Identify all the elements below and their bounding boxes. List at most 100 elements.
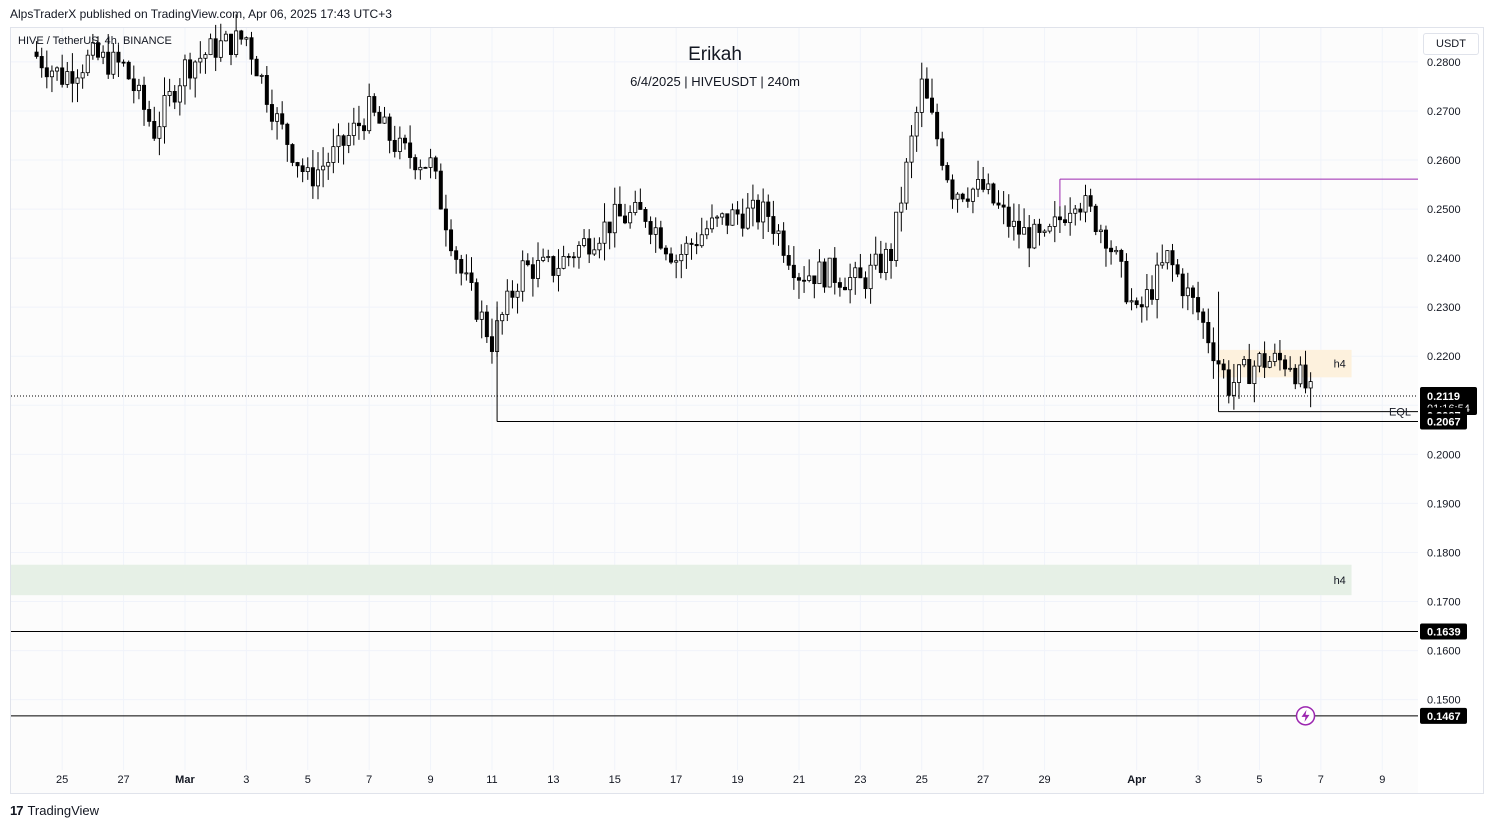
candle-body <box>689 242 694 245</box>
candle-body <box>551 256 556 276</box>
candle-body <box>85 54 90 74</box>
y-tick-label: 0.2400 <box>1427 253 1461 265</box>
candle-body <box>34 51 39 57</box>
candle-body <box>229 33 234 55</box>
last-price-label: 0.2119 <box>1427 391 1460 403</box>
y-tick-label: 0.2800 <box>1427 57 1461 69</box>
candle-body <box>249 37 254 60</box>
candle-body <box>1109 247 1114 253</box>
candle-body <box>1201 311 1206 323</box>
candle-body <box>1016 220 1021 235</box>
candle-body <box>484 311 489 338</box>
level-price-badge <box>1420 623 1467 640</box>
candle-body <box>561 255 566 269</box>
candle-body <box>602 221 607 244</box>
candle-body <box>1114 249 1119 253</box>
candle-body <box>1134 300 1139 306</box>
candle-body <box>791 264 796 279</box>
candle-body <box>423 166 428 169</box>
candle-body <box>1277 352 1282 361</box>
candle-body <box>1211 342 1216 362</box>
candle-body <box>101 51 106 58</box>
candle-body <box>275 113 280 122</box>
y-tick-label: 0.1600 <box>1427 646 1461 658</box>
candle-body <box>454 250 459 260</box>
candle-body <box>1283 359 1288 370</box>
candle-body <box>781 230 786 256</box>
candle-body <box>709 217 714 230</box>
candle-body <box>648 221 653 235</box>
candle-body <box>310 167 315 187</box>
chart-frame <box>10 27 1484 794</box>
chart-title: Erikah <box>688 44 742 65</box>
zone-label: h4 <box>1334 575 1346 587</box>
candle-body <box>766 201 771 217</box>
candle-body <box>679 253 684 262</box>
candle-body <box>1221 363 1226 371</box>
candle-body <box>945 165 950 181</box>
candle-body <box>1185 287 1190 297</box>
x-tick-label: 5 <box>305 774 311 786</box>
candle-body <box>449 229 454 252</box>
candle-body <box>336 135 341 148</box>
y-tick-label: 0.2700 <box>1427 106 1461 118</box>
candle-body <box>182 59 187 87</box>
x-tick-label: 7 <box>366 774 372 786</box>
candle-body <box>402 137 407 144</box>
y-tick-label: 0.1700 <box>1427 597 1461 609</box>
candle-body <box>1057 216 1062 221</box>
candle-body <box>167 91 172 96</box>
candle-body <box>489 336 494 352</box>
candle-body <box>878 253 883 273</box>
candle-body <box>193 61 198 79</box>
candle-body <box>1170 250 1175 266</box>
candle-body <box>556 267 561 276</box>
candle-body <box>899 202 904 213</box>
candle-body <box>392 139 397 152</box>
candle-body <box>991 183 996 204</box>
level-price-badge <box>1420 707 1467 724</box>
candle-body <box>669 253 674 263</box>
candle-body <box>796 277 801 281</box>
x-tick-label: 17 <box>670 774 682 786</box>
candle-body <box>142 84 147 110</box>
candle-body <box>443 208 448 231</box>
candle-body <box>1083 195 1088 213</box>
candle-body <box>218 40 223 58</box>
candle-body <box>49 70 54 78</box>
candle-body <box>930 97 935 113</box>
y-tick-label: 0.1500 <box>1427 695 1461 707</box>
candle-body <box>44 67 49 78</box>
candle-body <box>970 188 975 202</box>
y-tick-label: 0.1900 <box>1427 498 1461 510</box>
x-tick-label: 29 <box>1038 774 1050 786</box>
candle-body <box>623 215 628 224</box>
candle-body <box>756 199 761 223</box>
candle-body <box>894 211 899 261</box>
tradingview-footer[interactable]: 17 TradingView <box>10 803 99 818</box>
candle-body <box>55 67 60 72</box>
level-price-label: 0.1639 <box>1427 626 1461 638</box>
candle-body <box>1262 353 1267 368</box>
candle-body <box>1272 352 1277 362</box>
candle-body <box>720 213 725 218</box>
candle-body <box>612 203 617 234</box>
candle-body <box>607 221 612 234</box>
candle-body <box>725 213 730 226</box>
candle-body <box>848 277 853 291</box>
currency-button[interactable]: USDT <box>1423 33 1479 55</box>
candle-body <box>1068 212 1073 224</box>
candle-body <box>418 166 423 171</box>
symbol-legend[interactable]: HIVE / TetherUS, 4h, BINANCE <box>18 35 172 47</box>
candle-body <box>1103 229 1108 249</box>
x-tick-label: 27 <box>977 774 989 786</box>
level-price-label: 0.2067 <box>1427 416 1461 428</box>
candle-body <box>950 179 955 200</box>
candle-body <box>520 260 525 292</box>
x-tick-label: 13 <box>547 774 559 786</box>
candle-body <box>1124 260 1129 303</box>
candle-body <box>157 126 162 139</box>
candle-body <box>1155 264 1160 300</box>
candle-body <box>116 51 121 63</box>
